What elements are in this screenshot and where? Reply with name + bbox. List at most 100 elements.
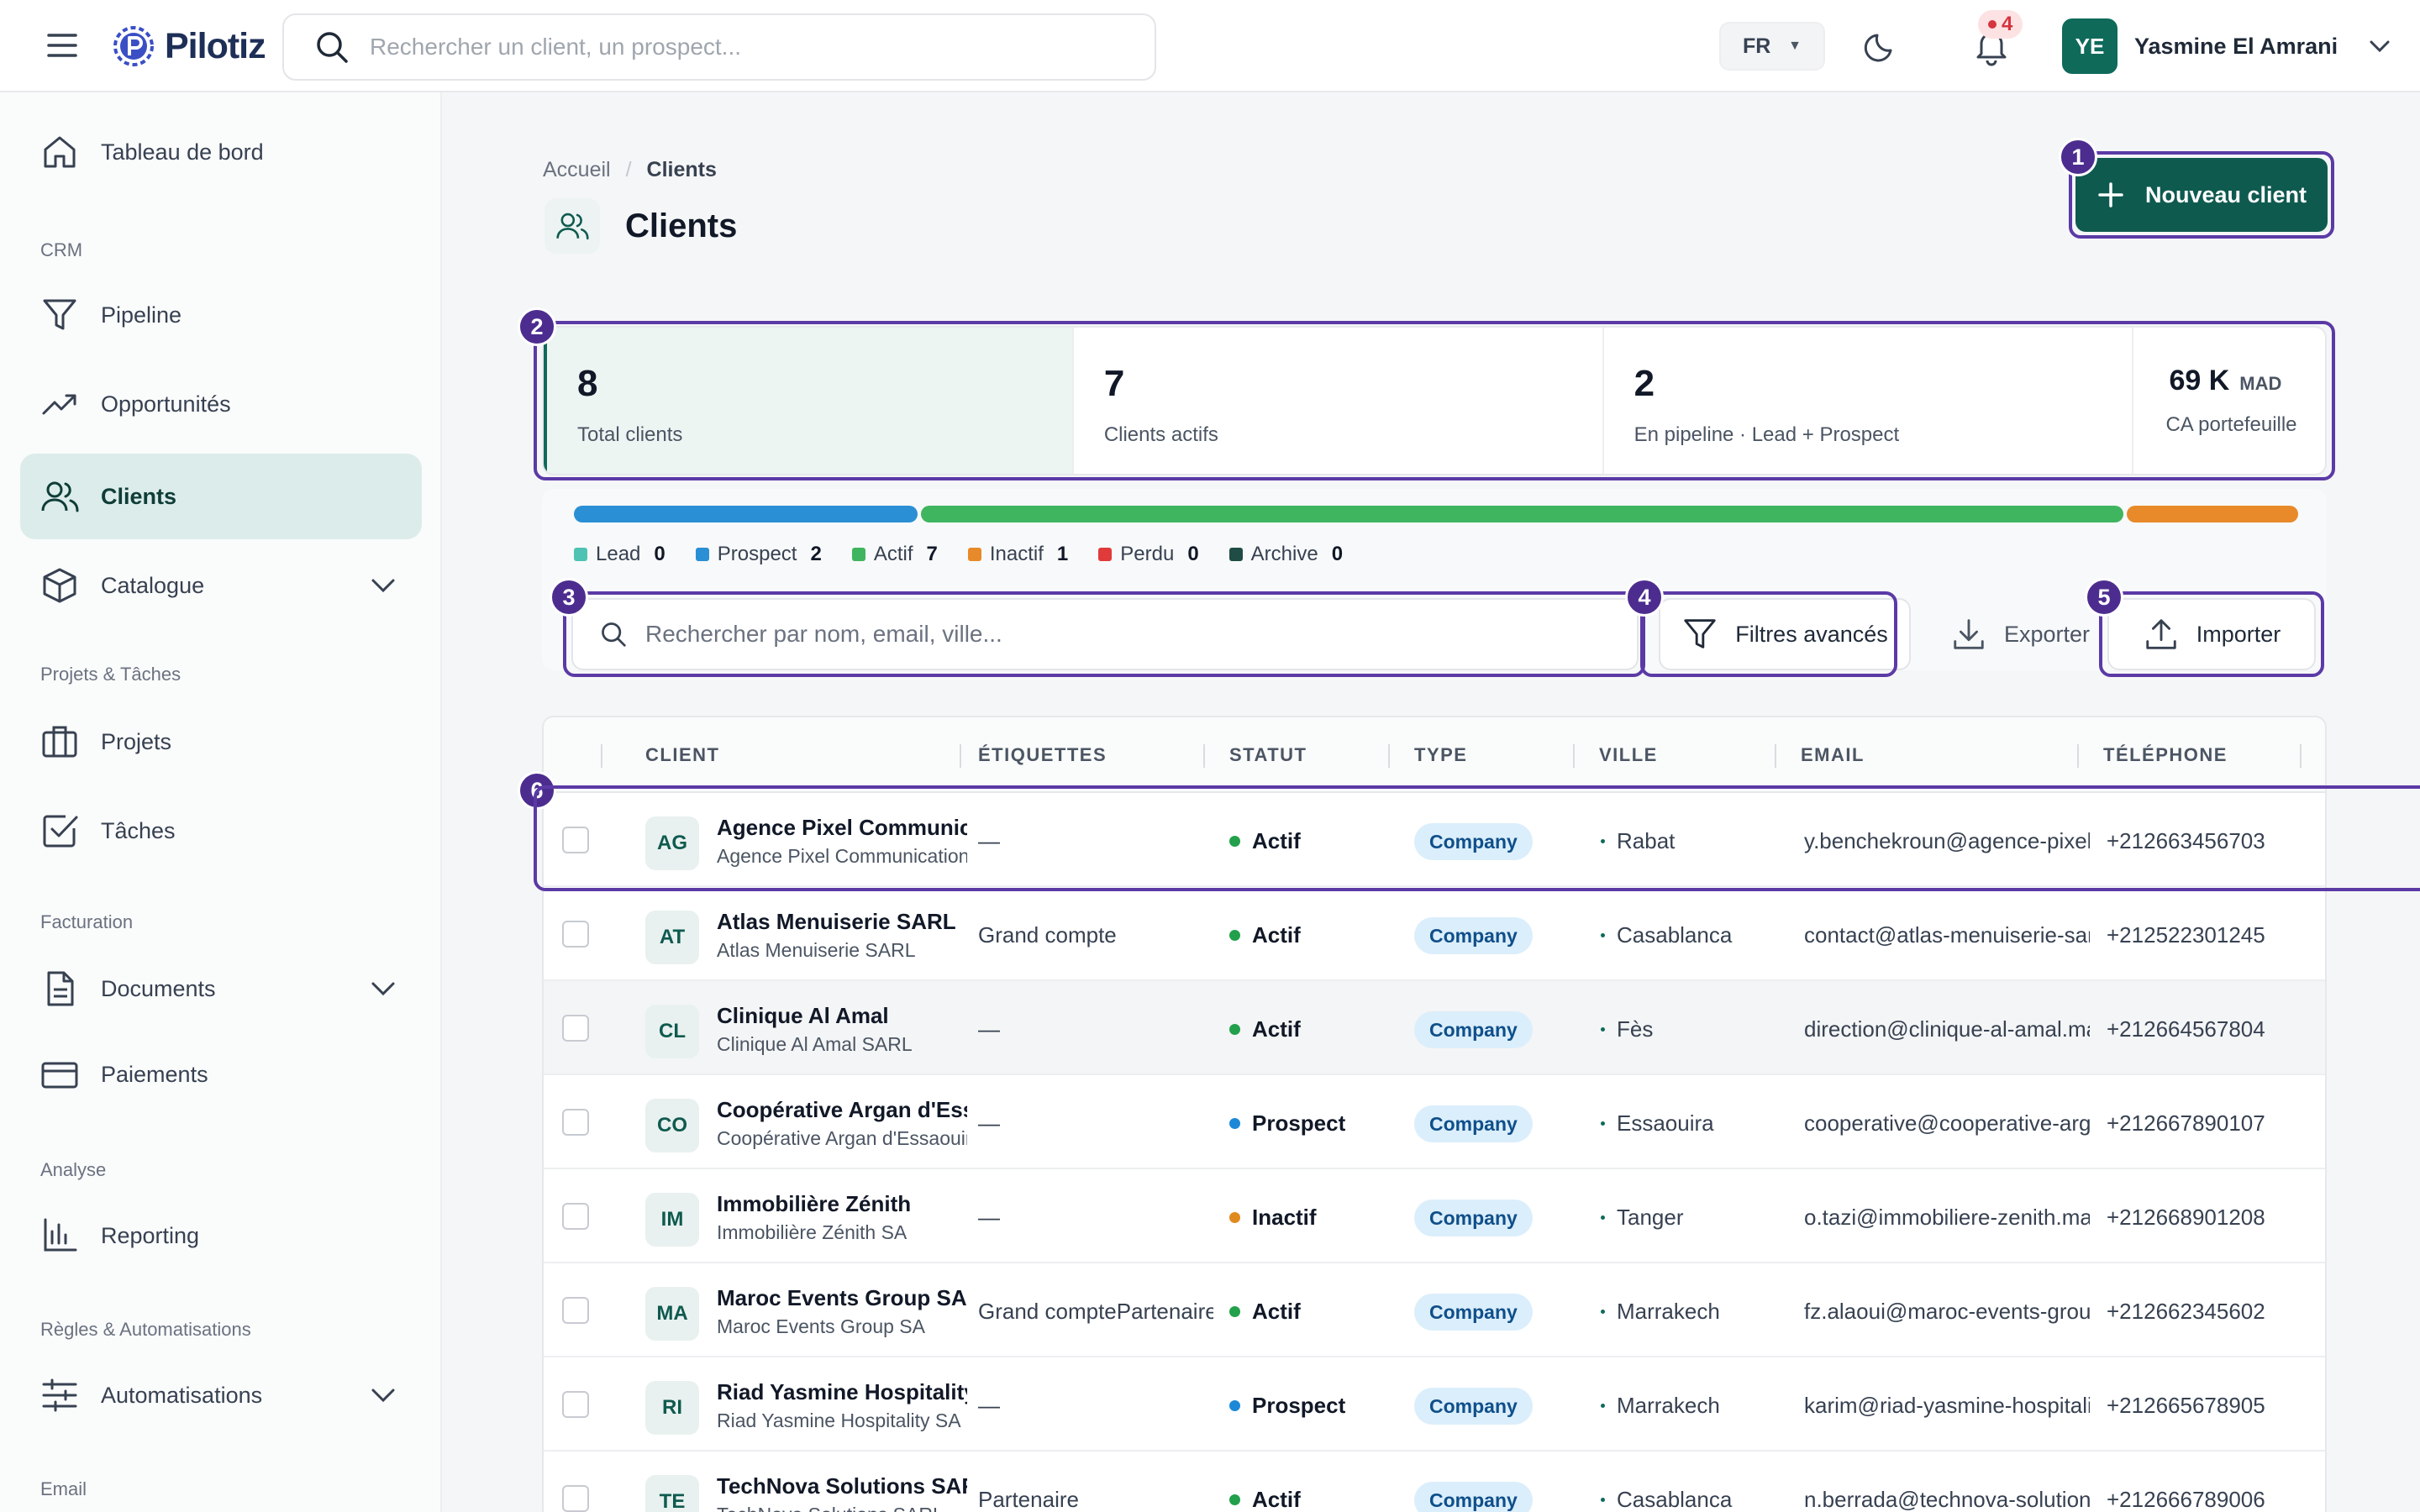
- client-phone[interactable]: +212667890107: [2107, 1110, 2265, 1136]
- row-checkbox[interactable]: [562, 1391, 589, 1418]
- stat-value: 69 K MAD: [2169, 365, 2281, 397]
- sidebar-item-automations[interactable]: Automatisations: [20, 1352, 422, 1438]
- client-tags: —: [978, 1393, 1000, 1418]
- header-tags[interactable]: ÉTIQUETTES: [978, 744, 1107, 765]
- sidebar-item-tasks[interactable]: Tâches: [20, 788, 422, 874]
- sidebar-item-clients[interactable]: Clients: [20, 454, 422, 539]
- client-city: Fès: [1601, 1016, 1653, 1042]
- client-email[interactable]: direction@clinique-al-amal.ma: [1804, 1016, 2090, 1042]
- export-button[interactable]: Exporter: [1919, 598, 2121, 670]
- sidebar-item-pipeline[interactable]: Pipeline: [20, 272, 422, 358]
- client-search[interactable]: [571, 598, 1639, 670]
- client-name[interactable]: Coopérative Argan d'Essaouira: [717, 1097, 967, 1122]
- table-row[interactable]: CL Clinique Al Amal Clinique Al Amal SARL —…: [544, 981, 2325, 1075]
- client-name[interactable]: Immobilière Zénith: [717, 1191, 912, 1216]
- client-phone[interactable]: +212522301245: [2107, 922, 2265, 948]
- client-tags: —: [978, 1016, 1000, 1042]
- client-email[interactable]: n.berrada@technova-solutions.ma: [1804, 1487, 2090, 1512]
- client-search-input[interactable]: [645, 621, 1620, 648]
- sidebar-item-dashboard[interactable]: Tableau de bord: [20, 109, 422, 195]
- client-phone[interactable]: +212665678905: [2107, 1393, 2265, 1418]
- sidebar-section-analysis: Analyse: [40, 1159, 107, 1180]
- client-initials-avatar: CO: [645, 1099, 699, 1152]
- client-email[interactable]: karim@riad-yasmine-hospitality.ma: [1804, 1393, 2090, 1418]
- client-phone[interactable]: +212663456703: [2107, 828, 2265, 853]
- app-logo[interactable]: Pilotiz: [109, 20, 266, 72]
- client-name[interactable]: Atlas Menuiserie SARL: [717, 909, 956, 934]
- sidebar-item-catalogue[interactable]: Catalogue: [20, 543, 422, 628]
- sidebar-item-payments[interactable]: Paiements: [20, 1032, 422, 1117]
- header-client[interactable]: CLIENT: [645, 744, 720, 765]
- client-name[interactable]: Riad Yasmine Hospitality: [717, 1379, 967, 1404]
- client-phone[interactable]: +212668901208: [2107, 1205, 2265, 1230]
- client-name[interactable]: TechNova Solutions SARL: [717, 1473, 967, 1499]
- stat-value: 7: [1103, 363, 1125, 404]
- client-email[interactable]: contact@atlas-menuiserie-sarl.ma: [1804, 922, 2090, 948]
- table-row[interactable]: MA Maroc Events Group SA Maroc Events Grou…: [544, 1263, 2325, 1357]
- stat-label: Clients actifs: [1103, 423, 1218, 446]
- city-label: Essaouira: [1617, 1110, 1714, 1136]
- client-city: Casablanca: [1601, 922, 1732, 948]
- client-phone[interactable]: +212664567804: [2107, 1016, 2265, 1042]
- client-status: Actif: [1229, 922, 1301, 948]
- header-email[interactable]: EMAIL: [1801, 744, 1865, 765]
- global-search-input[interactable]: [370, 34, 1109, 60]
- global-search[interactable]: [282, 13, 1156, 81]
- table-row[interactable]: AT Atlas Menuiserie SARL Atlas Menuiserie …: [544, 887, 2325, 981]
- header-status[interactable]: STATUT: [1229, 744, 1307, 765]
- header-city[interactable]: VILLE: [1599, 744, 1658, 765]
- client-phone[interactable]: +212662345602: [2107, 1299, 2265, 1324]
- client-name[interactable]: Agence Pixel Communication: [717, 815, 967, 840]
- status-distribution-panel: Lead 0 Prospect 2 Actif 7 Inactif 1 Perdu 0 Archiv…: [542, 489, 2327, 670]
- row-checkbox[interactable]: [562, 1109, 589, 1136]
- stat-label: CA portefeuille: [2165, 413, 2297, 436]
- language-value: FR: [1743, 34, 1771, 58]
- sidebar-item-projects[interactable]: Projets: [20, 699, 422, 785]
- client-email[interactable]: fz.alaoui@maroc-events-group.ma: [1804, 1299, 2090, 1324]
- users-icon: [41, 481, 79, 512]
- row-checkbox[interactable]: [562, 1297, 589, 1324]
- sidebar-item-opportunities[interactable]: Opportunités: [20, 361, 422, 447]
- row-checkbox[interactable]: [562, 1203, 589, 1230]
- sidebar-item-reporting[interactable]: Reporting: [20, 1193, 422, 1278]
- annotation-badge-2: 2: [518, 307, 556, 346]
- client-email[interactable]: o.tazi@immobiliere-zenith.ma: [1804, 1205, 2090, 1230]
- menu-icon[interactable]: [42, 25, 82, 66]
- row-checkbox[interactable]: [562, 827, 589, 853]
- legend-label: Prospect: [717, 543, 797, 565]
- language-select[interactable]: FR ▼: [1719, 22, 1825, 71]
- user-menu[interactable]: YE Yasmine El Amrani: [2062, 18, 2393, 74]
- bar-chart-icon: [44, 1218, 77, 1252]
- city-dot: [1601, 839, 1605, 843]
- client-name[interactable]: Clinique Al Amal: [717, 1003, 889, 1028]
- import-button[interactable]: Importer: [2107, 598, 2316, 670]
- new-client-button[interactable]: Nouveau client: [2075, 158, 2328, 232]
- client-email[interactable]: y.benchekroun@agence-pixel.ma: [1804, 828, 2090, 853]
- row-checkbox[interactable]: [562, 1015, 589, 1042]
- breadcrumb-home[interactable]: Accueil: [543, 158, 611, 181]
- new-client-label: Nouveau client: [2144, 181, 2307, 207]
- sidebar-item-documents[interactable]: Documents: [20, 946, 422, 1032]
- client-phone[interactable]: +212666789006: [2107, 1487, 2265, 1512]
- header-phone[interactable]: TÉLÉPHONE: [2103, 744, 2228, 765]
- table-row[interactable]: CO Coopérative Argan d'Essaouira Coopérati…: [544, 1075, 2325, 1169]
- table-row[interactable]: RI Riad Yasmine Hospitality Riad Yasmine H…: [544, 1357, 2325, 1452]
- client-name[interactable]: Maroc Events Group SA: [717, 1285, 967, 1310]
- table-row[interactable]: TE TechNova Solutions SARL TechNova Soluti…: [544, 1452, 2325, 1512]
- header-type[interactable]: TYPE: [1414, 744, 1468, 765]
- client-status: Actif: [1229, 1487, 1301, 1512]
- table-row[interactable]: AG Agence Pixel Communication Agence Pixel…: [544, 793, 2325, 887]
- client-city: Marrakech: [1601, 1393, 1720, 1419]
- client-email[interactable]: cooperative@cooperative-argan.ma: [1804, 1110, 2090, 1136]
- row-checkbox[interactable]: [562, 921, 589, 948]
- box-icon: [43, 568, 76, 603]
- column-separator: [1775, 744, 1776, 768]
- user-avatar: YE: [2062, 18, 2118, 74]
- client-tags: Partenaire: [978, 1487, 1079, 1512]
- dark-mode-moon-icon[interactable]: [1862, 25, 1902, 66]
- annotation-badge-4: 4: [1625, 578, 1664, 617]
- advanced-filters-button[interactable]: Filtres avancés: [1659, 598, 1911, 670]
- breadcrumb-separator: /: [625, 158, 632, 181]
- table-row[interactable]: IM Immobilière Zénith Immobilière Zénith S…: [544, 1169, 2325, 1263]
- row-checkbox[interactable]: [562, 1485, 589, 1512]
